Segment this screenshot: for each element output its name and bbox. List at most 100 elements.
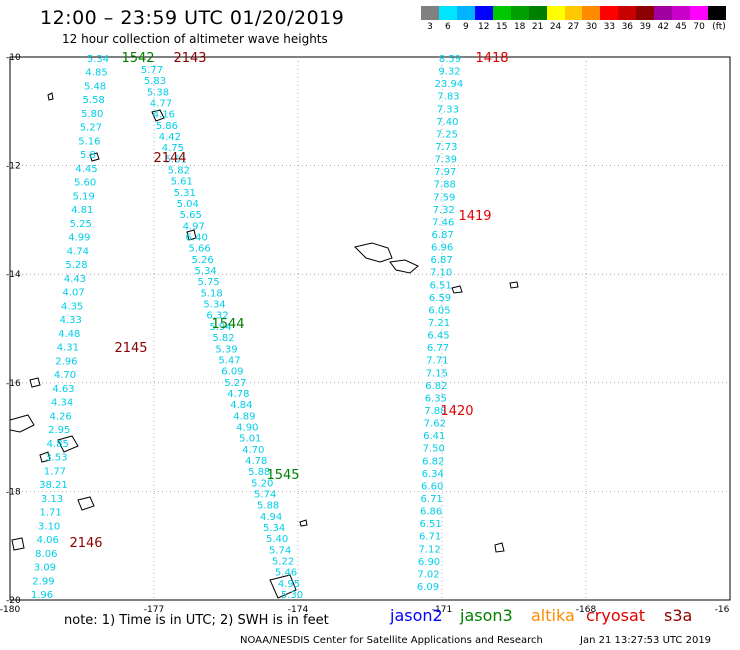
wave-height-value: 7.02 — [417, 569, 439, 580]
wave-height-value: 5.83 — [144, 76, 166, 87]
wave-height-value: 6.59 — [429, 293, 451, 304]
wave-height-value: 4.06 — [37, 535, 59, 546]
wave-height-value: 7.97 — [434, 167, 456, 178]
wave-height-value: 4.89 — [233, 411, 255, 422]
wave-height-value: 6.90 — [418, 557, 440, 568]
lon-tick-label: -177 — [144, 605, 164, 615]
island-outline — [509, 281, 519, 289]
wave-height-value: 6.51 — [419, 519, 441, 530]
legend-swatch — [618, 6, 637, 20]
wave-height-value: 5.51 — [165, 154, 187, 165]
wave-height-value: 7.39 — [435, 155, 457, 166]
legend-tick-label: 70 — [693, 22, 705, 32]
island-outline — [389, 259, 419, 274]
legend-swatch — [438, 6, 457, 20]
wave-height-value: 4.16 — [153, 110, 175, 121]
legend-tick-label: 39 — [639, 22, 651, 32]
wave-height-value: 1.77 — [44, 466, 66, 477]
wave-height-value: 5.94 — [209, 322, 231, 333]
satellite-legend-item: jason3 — [460, 606, 513, 625]
wave-height-value: 4.31 — [57, 343, 79, 354]
wave-height-value: 6.32 — [206, 311, 228, 322]
wave-height-value: 5.60 — [74, 178, 96, 189]
lat-tick-label: -16 — [6, 379, 21, 389]
legend-swatch — [636, 6, 655, 20]
wave-height-value: 6.82 — [422, 456, 444, 467]
color-scale-legend — [421, 6, 726, 20]
wave-height-value: 7.12 — [418, 544, 440, 555]
wave-height-value: 8.06 — [35, 549, 57, 560]
legend-swatch — [528, 6, 547, 20]
wave-height-value: 5.34 — [87, 54, 109, 65]
lon-tick-label: -174 — [288, 605, 309, 615]
wave-height-value: 4.07 — [62, 288, 84, 299]
map-frame — [9, 56, 731, 601]
wave-height-value: 7.32 — [433, 205, 455, 216]
legend-tick-label: 33 — [603, 22, 616, 32]
island-outline — [451, 285, 463, 294]
wave-height-value: 6.96 — [431, 243, 453, 254]
legend-swatch — [600, 6, 619, 20]
wave-height-value: 4.43 — [64, 274, 86, 285]
wave-height-value: 4.81 — [71, 205, 93, 216]
satellite-legend-item: cryosat — [586, 606, 646, 625]
island-outline — [186, 229, 197, 241]
wave-height-value: 7.40 — [436, 117, 458, 128]
legend-tick-label: 6 — [445, 22, 451, 32]
wave-height-value: 2.99 — [32, 576, 54, 587]
wave-height-value: 5.39 — [215, 344, 237, 355]
wave-height-value: 4.26 — [50, 411, 72, 422]
island-outline — [9, 414, 35, 433]
wave-height-value: 6.51 — [429, 280, 451, 291]
island-outline — [11, 537, 25, 551]
island-outline — [299, 519, 308, 527]
satellite-legend-item: jason2 — [390, 606, 443, 625]
wave-height-value: 6.40 — [186, 233, 208, 244]
legend-tick-label: 30 — [585, 22, 598, 32]
wave-height-value: 6.86 — [420, 507, 442, 518]
legend-tick-label: 36 — [621, 22, 634, 32]
page-subtitle: 12 hour collection of altimeter wave hei… — [62, 32, 328, 46]
legend-tick-label: (ft) — [712, 22, 726, 32]
wave-height-value: 4.90 — [236, 422, 258, 433]
legend-tick-label: 27 — [567, 22, 580, 32]
footer-timestamp: Jan 21 13:27:53 UTC 2019 — [580, 635, 712, 646]
wave-height-value: 6.82 — [425, 381, 447, 392]
wave-height-value: 5.31 — [174, 188, 196, 199]
wave-height-value: 6.34 — [422, 469, 444, 480]
pass-number-label: 1419 — [458, 209, 491, 224]
legend-swatch — [708, 6, 726, 20]
wave-height-value: 6.05 — [428, 305, 450, 316]
wave-height-value: 3.13 — [41, 494, 63, 505]
island-outline — [77, 496, 95, 511]
lon-tick-label: -180 — [0, 605, 20, 615]
wave-height-value: 5.58 — [83, 95, 105, 106]
wave-height-value: 6.87 — [430, 255, 452, 266]
wave-height-value: 4.84 — [230, 400, 252, 411]
wave-height-value: 2.96 — [55, 356, 77, 367]
island-outline — [29, 377, 41, 388]
wave-height-value: 7.88 — [434, 180, 456, 191]
wave-height-value: 5.38 — [147, 87, 169, 98]
wave-height-value: 5.66 — [189, 244, 211, 255]
wave-height-value: 5.65 — [180, 210, 202, 221]
wave-height-value: 5.01 — [239, 434, 261, 445]
wave-height-value: 4.45 — [75, 164, 97, 175]
wave-height-value: 7.10 — [430, 268, 452, 279]
legend-tick-label: 21 — [531, 22, 544, 32]
wave-height-value: 5.30 — [281, 590, 303, 601]
wave-height-value: 5.86 — [156, 121, 178, 132]
wave-height-value: 3.10 — [38, 521, 60, 532]
wave-height-value: 5.25 — [70, 219, 92, 230]
wave-height-value: 4.85 — [85, 68, 107, 79]
wave-height-value: 7.46 — [432, 217, 454, 228]
wave-height-value: 3.53 — [45, 453, 67, 464]
wave-height-value: 6.09 — [221, 367, 243, 378]
wave-height-value: 5.61 — [171, 177, 193, 188]
wave-height-value: 4.35 — [61, 301, 83, 312]
wave-height-value: 1.96 — [31, 590, 53, 601]
satellite-legend-item: altika — [531, 606, 575, 625]
wave-height-value: 7.21 — [428, 318, 450, 329]
legend-swatch — [510, 6, 529, 20]
wave-height-value: 7.33 — [437, 104, 459, 115]
